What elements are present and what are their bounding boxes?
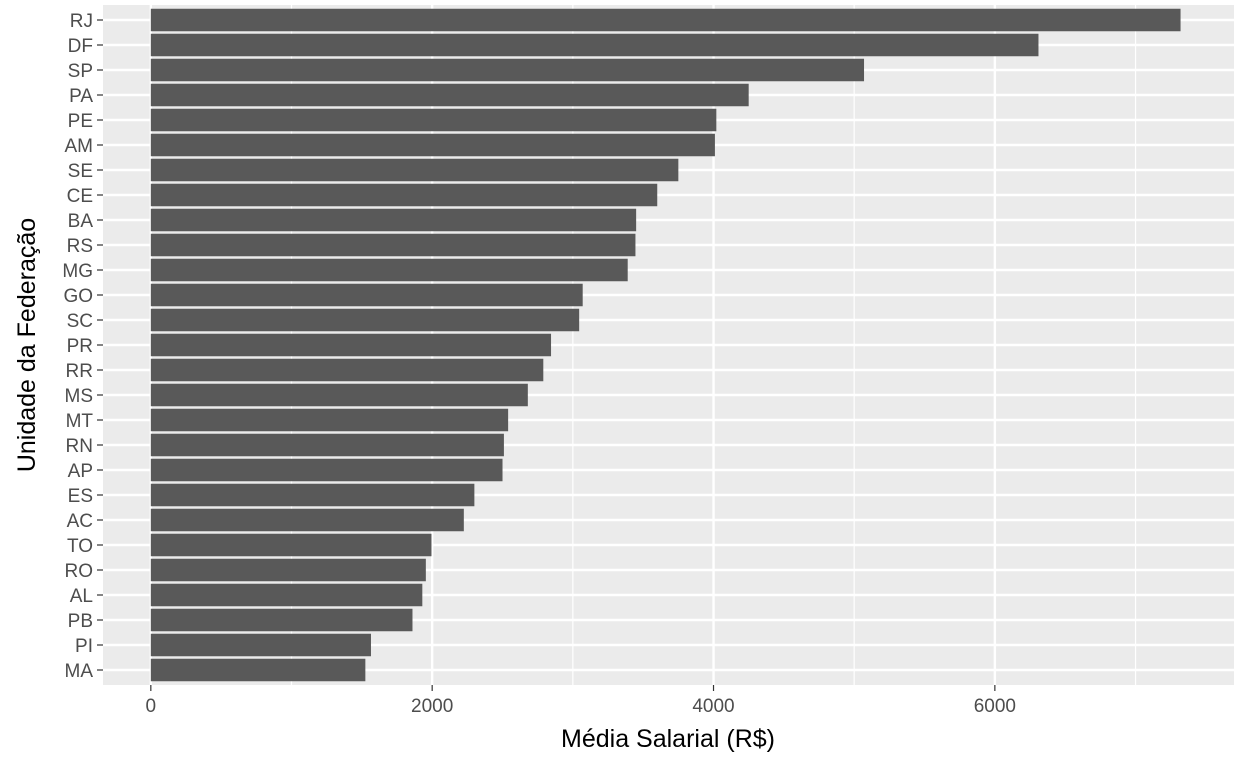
bar-pi [150, 633, 371, 657]
bar-rj [150, 8, 1181, 32]
bar-ce [150, 183, 658, 207]
y-tick-label: RO [65, 561, 94, 582]
y-tick-label: PR [67, 336, 93, 357]
x-axis-ticks: 0 2000 4000 6000 [146, 685, 1016, 717]
bar-to [150, 533, 432, 557]
x-tick-label: 4000 [692, 696, 734, 717]
y-tick-label: GO [63, 286, 93, 307]
bar-es [150, 483, 475, 507]
y-tick-label: SE [68, 161, 93, 182]
y-tick-label: TO [67, 536, 93, 557]
bar-rs [150, 233, 636, 257]
y-tick-label: PI [75, 636, 93, 657]
y-tick-label: SP [68, 61, 93, 82]
bar-mg [150, 258, 628, 282]
y-tick-label: DF [68, 36, 93, 57]
bars [150, 8, 1181, 682]
bar-ac [150, 508, 464, 532]
y-tick-label: MA [65, 661, 94, 682]
y-tick-label: PE [68, 111, 93, 132]
bar-sc [150, 308, 580, 332]
y-tick-label: AL [70, 586, 93, 607]
bar-ro [150, 558, 426, 582]
bar-pr [150, 333, 552, 357]
y-axis-ticks: RJ DF SP PA PE AM SE CE BA RS MG GO SC PR RR MS MT RN AP ES… [62, 11, 103, 682]
bar-ap [150, 458, 503, 482]
x-axis-title: Média Salarial (R$) [561, 725, 775, 753]
y-tick-label: PA [69, 86, 93, 107]
y-tick-label: BA [68, 211, 94, 232]
y-tick-label: CE [67, 186, 93, 207]
y-tick-label: AM [65, 136, 94, 157]
y-tick-label: MG [62, 261, 93, 282]
y-axis-title: Unidade da Federação [13, 218, 41, 472]
y-tick-label: RJ [70, 11, 93, 32]
bar-am [150, 133, 715, 157]
bar-ma [150, 658, 366, 682]
bar-pa [150, 83, 749, 107]
bar-sp [150, 58, 865, 82]
y-tick-label: PB [68, 611, 93, 632]
y-tick-label: MS [65, 386, 94, 407]
bar-df [150, 33, 1039, 57]
y-tick-label: AP [68, 461, 93, 482]
y-tick-label: RS [67, 236, 93, 257]
bar-rn [150, 433, 504, 457]
bar-pe [150, 108, 717, 132]
y-tick-label: SC [67, 311, 93, 332]
x-tick-label: 6000 [974, 696, 1016, 717]
y-tick-label: RR [66, 361, 93, 382]
bar-ms [150, 383, 528, 407]
y-tick-label: RN [66, 436, 93, 457]
x-tick-label: 0 [146, 696, 157, 717]
bar-mt [150, 408, 509, 432]
bar-se [150, 158, 679, 182]
bar-rr [150, 358, 544, 382]
bar-ba [150, 208, 637, 232]
bar-pb [150, 608, 413, 632]
y-tick-label: MT [66, 411, 94, 432]
bar-go [150, 283, 583, 307]
x-tick-label: 2000 [411, 696, 453, 717]
bar-al [150, 583, 423, 607]
y-tick-label: AC [67, 511, 93, 532]
y-tick-label: ES [68, 486, 93, 507]
